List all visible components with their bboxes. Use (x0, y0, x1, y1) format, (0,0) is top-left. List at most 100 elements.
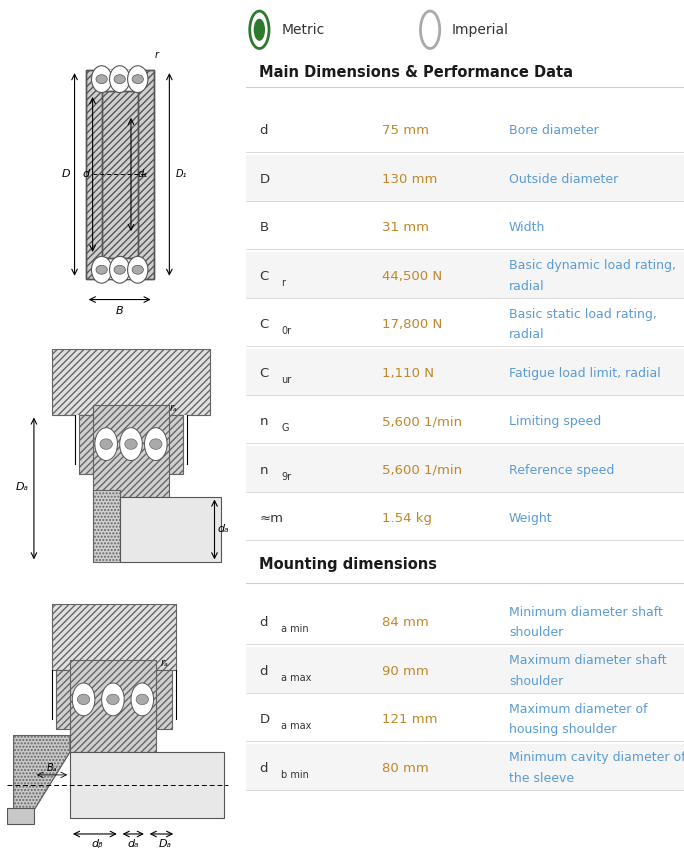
Ellipse shape (100, 439, 112, 449)
Text: d: d (82, 169, 90, 180)
Text: D: D (259, 713, 269, 726)
Text: Fatigue load limit, radial: Fatigue load limit, radial (509, 367, 661, 380)
Bar (92, 405, 170, 497)
Text: 31 mm: 31 mm (382, 221, 429, 234)
Text: r: r (155, 50, 159, 60)
Text: dₐ: dₐ (218, 524, 229, 534)
Text: the sleeve: the sleeve (509, 772, 574, 785)
Text: Main Dimensions & Performance Data: Main Dimensions & Performance Data (259, 65, 573, 80)
Bar (52, 349, 210, 414)
Text: Mounting dimensions: Mounting dimensions (259, 557, 437, 572)
Polygon shape (14, 735, 70, 818)
Bar (52, 604, 176, 670)
Text: Metric: Metric (281, 23, 324, 37)
Text: ≈m: ≈m (259, 512, 283, 525)
Bar (70, 752, 224, 818)
Text: dₐ: dₐ (127, 839, 139, 848)
Ellipse shape (132, 266, 144, 274)
Text: 121 mm: 121 mm (382, 713, 438, 726)
FancyBboxPatch shape (246, 349, 684, 395)
Circle shape (144, 428, 167, 460)
Circle shape (254, 19, 265, 41)
Bar (79, 414, 183, 474)
Text: d₁: d₁ (137, 169, 148, 180)
Text: rₐ: rₐ (160, 659, 168, 668)
Text: 5,600 1/min: 5,600 1/min (382, 415, 462, 428)
Text: Bₐ: Bₐ (47, 763, 57, 774)
Text: B: B (116, 306, 124, 317)
Text: Minimum diameter shaft: Minimum diameter shaft (509, 606, 663, 619)
Text: b min: b min (281, 770, 309, 780)
Text: Bore diameter: Bore diameter (509, 124, 598, 137)
Text: d: d (259, 665, 268, 677)
Text: dᵦ: dᵦ (92, 839, 103, 848)
Text: n: n (259, 464, 268, 477)
FancyBboxPatch shape (246, 252, 684, 298)
Ellipse shape (107, 694, 119, 705)
Circle shape (421, 11, 440, 49)
Text: Outside diameter: Outside diameter (509, 173, 618, 186)
Circle shape (95, 428, 118, 460)
Ellipse shape (114, 75, 125, 83)
Text: Limiting speed: Limiting speed (509, 415, 601, 428)
Text: a max: a max (281, 722, 312, 731)
Text: Weight: Weight (509, 512, 553, 525)
Text: rₐ: rₐ (170, 403, 177, 413)
Ellipse shape (124, 439, 137, 449)
Text: a max: a max (281, 673, 312, 683)
Bar (57, 670, 172, 729)
Circle shape (120, 428, 142, 460)
Circle shape (250, 11, 269, 49)
Text: d: d (259, 616, 268, 629)
Bar (92, 490, 120, 563)
Text: n: n (259, 415, 268, 428)
Circle shape (92, 256, 111, 283)
Circle shape (102, 683, 124, 716)
Text: 84 mm: 84 mm (382, 616, 429, 629)
Text: Dₐ: Dₐ (16, 482, 29, 492)
Circle shape (128, 256, 148, 283)
Text: Minimum cavity diameter of: Minimum cavity diameter of (509, 751, 684, 764)
Text: 80 mm: 80 mm (382, 762, 429, 774)
Ellipse shape (132, 75, 144, 83)
Text: r: r (281, 278, 285, 288)
Text: Basic static load rating,: Basic static load rating, (509, 308, 657, 321)
Text: 90 mm: 90 mm (382, 665, 429, 677)
Bar (52, 604, 176, 670)
Text: G: G (281, 424, 289, 433)
Text: 17,800 N: 17,800 N (382, 318, 442, 331)
Bar (70, 660, 156, 752)
Text: D: D (259, 173, 269, 186)
Text: D₁: D₁ (176, 169, 187, 180)
Text: Imperial: Imperial (452, 23, 509, 37)
Text: C: C (259, 270, 269, 283)
Text: 1,110 N: 1,110 N (382, 367, 434, 380)
Text: housing shoulder: housing shoulder (509, 723, 616, 736)
Text: B: B (259, 221, 269, 234)
Circle shape (92, 66, 111, 93)
Text: Maximum diameter shaft: Maximum diameter shaft (509, 654, 666, 667)
Ellipse shape (150, 439, 162, 449)
Text: radial: radial (509, 280, 544, 293)
Text: 5,600 1/min: 5,600 1/min (382, 464, 462, 477)
Text: 9r: 9r (281, 472, 291, 482)
Circle shape (131, 683, 153, 716)
Text: radial: radial (509, 328, 544, 341)
Text: C: C (259, 367, 269, 380)
Bar (52, 349, 210, 414)
FancyBboxPatch shape (246, 744, 684, 790)
Text: ur: ur (281, 375, 291, 385)
Bar (79, 414, 183, 474)
Bar (102, 91, 137, 258)
FancyBboxPatch shape (246, 647, 684, 693)
Circle shape (109, 256, 130, 283)
Bar (102, 91, 137, 258)
Bar (70, 660, 156, 752)
Text: 1.54 kg: 1.54 kg (382, 512, 432, 525)
Text: shoulder: shoulder (509, 626, 563, 639)
Circle shape (128, 66, 148, 93)
Text: Maximum diameter of: Maximum diameter of (509, 703, 647, 716)
Text: a min: a min (281, 625, 309, 634)
Text: d: d (259, 762, 268, 774)
Ellipse shape (114, 266, 125, 274)
